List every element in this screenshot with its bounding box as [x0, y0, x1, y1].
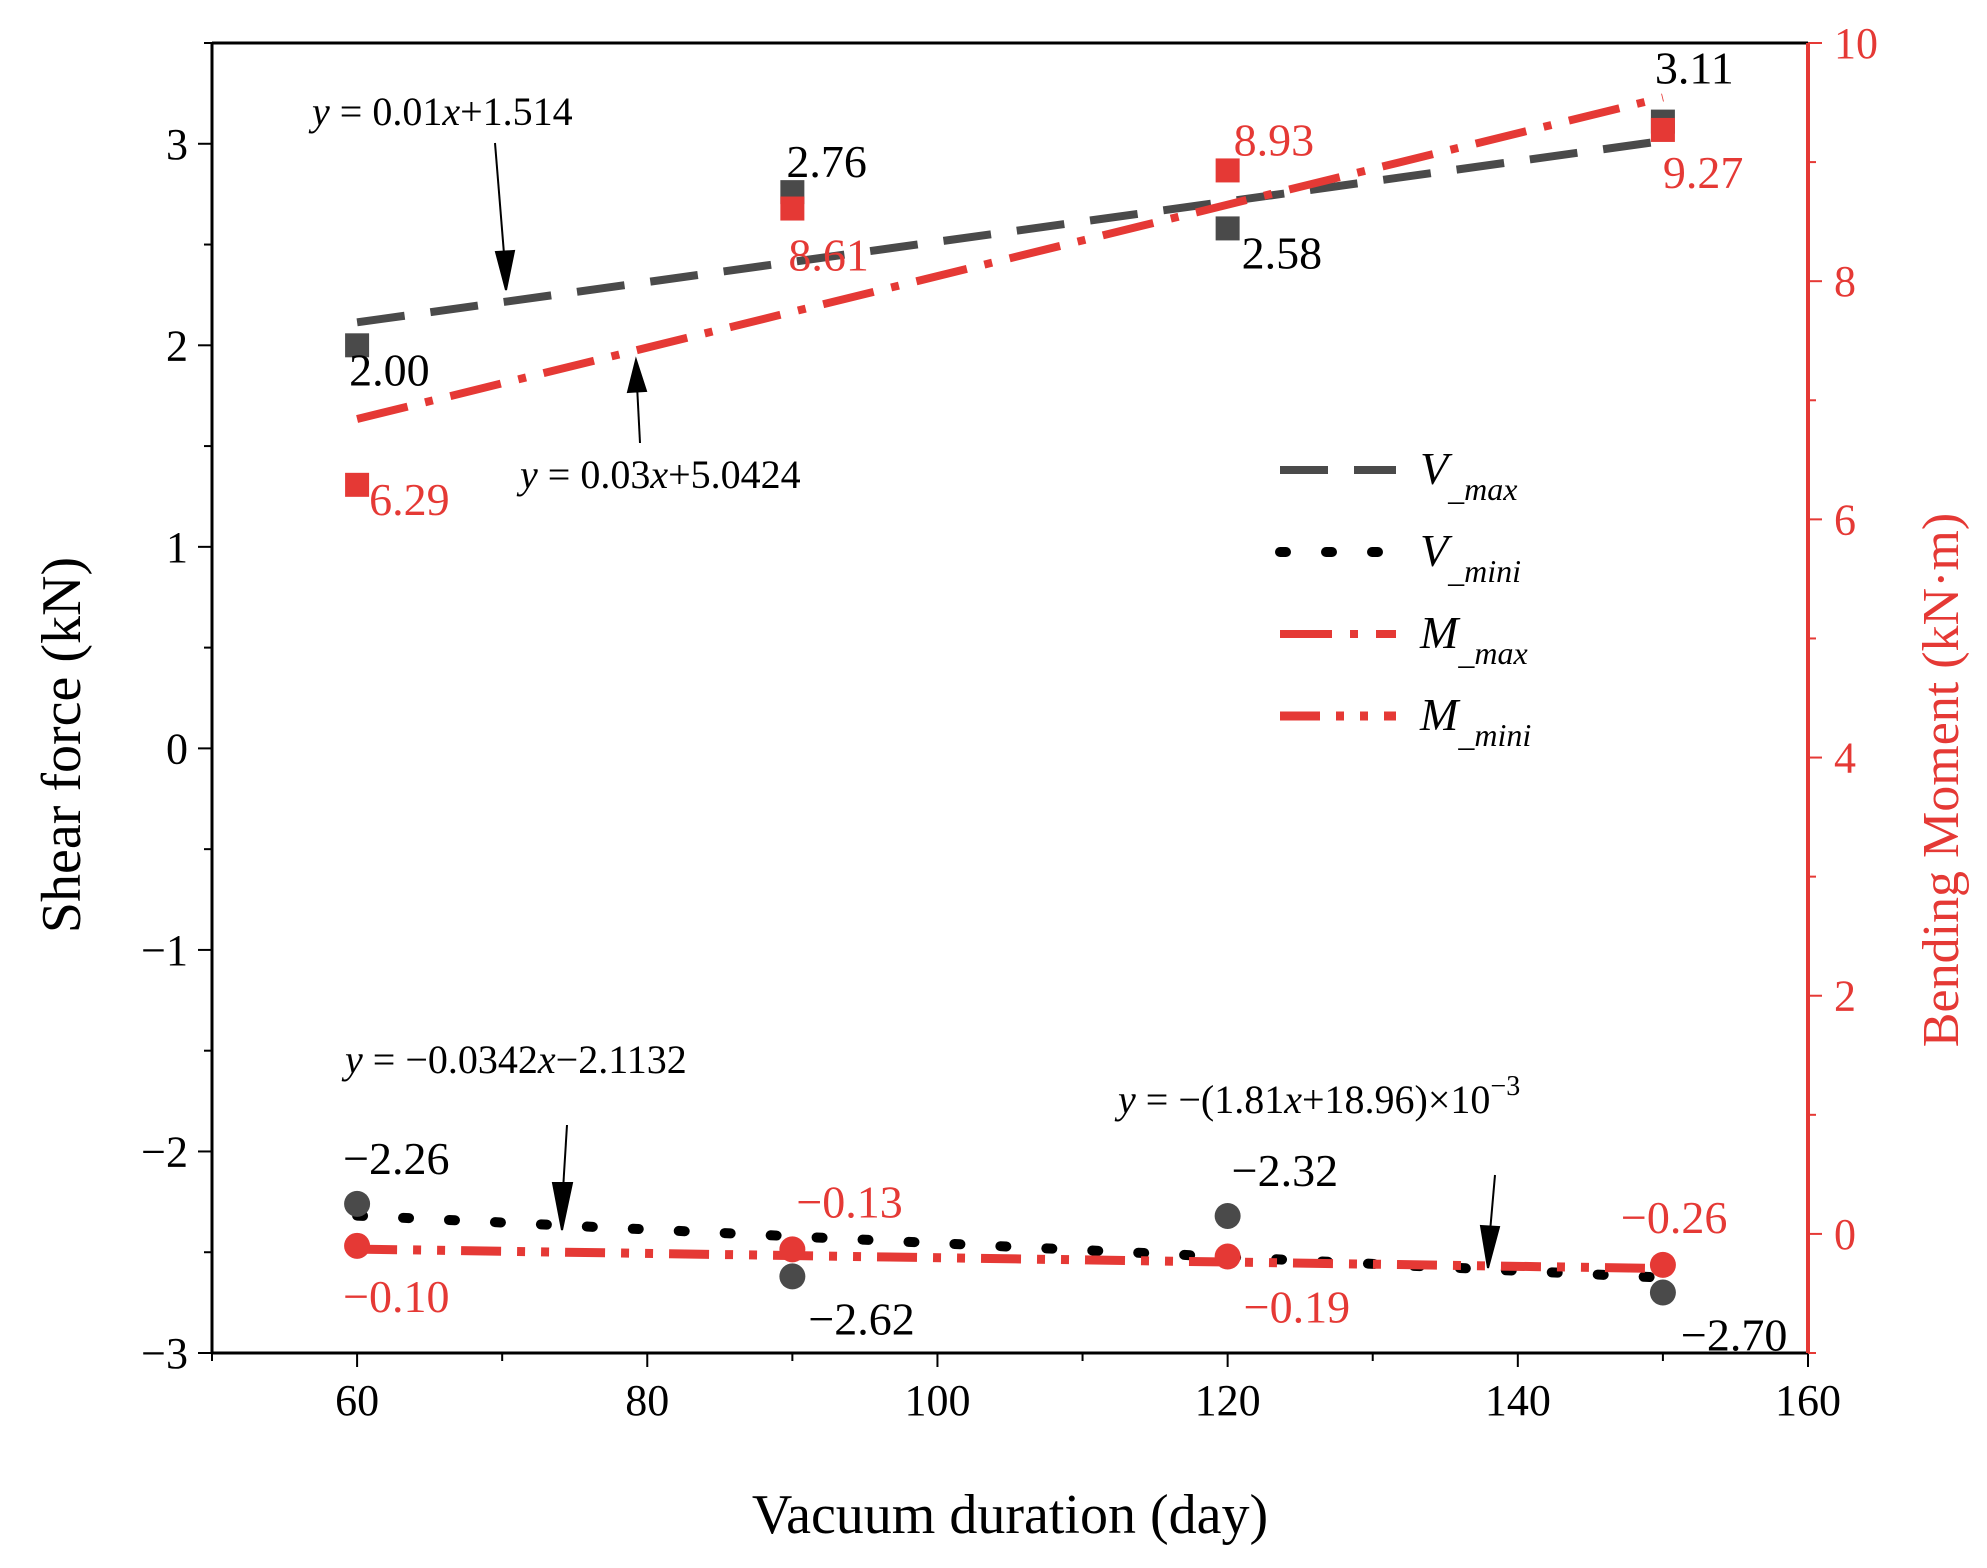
- data-point-v-mini: [1649, 1279, 1676, 1306]
- y-right-tick-label: 10: [1834, 19, 1878, 68]
- legend-subscript: _max: [1447, 471, 1517, 507]
- data-point-v-max: [1215, 216, 1240, 241]
- equation-vmin: y = −0.0342x−2.1132: [341, 1037, 687, 1082]
- legend-symbol: V: [1420, 525, 1453, 576]
- arrow-mmin-head: [1479, 1224, 1501, 1269]
- data-label-m-mini: −0.10: [343, 1271, 449, 1322]
- equation-vmax: y = 0.01x+1.514: [308, 89, 573, 134]
- data-point-m-mini: [1649, 1251, 1676, 1278]
- x-tick-label: 160: [1775, 1376, 1841, 1425]
- data-markers: [344, 109, 1676, 1306]
- legend-subscript: _mini: [1457, 717, 1531, 753]
- data-label-m-max: 6.29: [369, 474, 450, 525]
- data-label-m-mini: −0.26: [1621, 1192, 1727, 1243]
- y-left-tick-label: 3: [166, 120, 188, 169]
- fit-line-m-mini: [357, 1244, 1663, 1273]
- y-left-tick-label: −2: [141, 1127, 188, 1176]
- data-label-v-max: 2.58: [1242, 227, 1323, 278]
- legend-subscript: _mini: [1447, 553, 1521, 589]
- y-axis-right-title: Bending Moment (kN·m): [1913, 513, 1970, 1047]
- legend-label-v-max: V_max: [1420, 443, 1517, 507]
- axes-layer: 60 80 100 120 140 160 −3 −2 −1 0 1 2 3 0 2 4 6 8 10: [141, 19, 1878, 1425]
- data-label-m-max: 9.27: [1663, 147, 1744, 198]
- arrow-vmin: [562, 1124, 568, 1191]
- data-label-v-mini: −2.62: [808, 1293, 914, 1344]
- legend-label-m-mini: M_mini: [1419, 689, 1531, 753]
- data-point-m-max: [345, 472, 370, 497]
- y-axis-left-title: Shear force (kN): [31, 557, 93, 933]
- data-point-m-mini: [779, 1236, 806, 1263]
- fit-line-m-max: [356, 93, 1664, 423]
- x-tick-label: 60: [335, 1376, 379, 1425]
- fit-line-v-max: [356, 136, 1664, 327]
- data-point-v-mini: [1214, 1202, 1241, 1229]
- data-point-m-mini: [344, 1232, 371, 1259]
- data-point-m-max: [780, 196, 805, 221]
- data-point-m-mini: [1214, 1243, 1241, 1270]
- legend-label-v-mini: V_mini: [1420, 525, 1521, 589]
- data-label-v-max: 3.11: [1655, 43, 1734, 94]
- x-tick-label: 120: [1195, 1376, 1261, 1425]
- data-label-v-mini: −2.32: [1232, 1145, 1338, 1196]
- data-label-m-mini: −0.13: [796, 1176, 902, 1227]
- x-tick-label: 80: [625, 1376, 669, 1425]
- data-point-v-max: [345, 333, 370, 358]
- y-left-tick-label: 0: [166, 724, 188, 773]
- arrow-mmax: [636, 384, 641, 444]
- arrow-vmax-head: [494, 249, 516, 291]
- legend-symbol: M: [1419, 689, 1461, 740]
- y-right-tick-label: 4: [1834, 734, 1856, 783]
- y-left-tick-label: 2: [166, 321, 188, 370]
- arrow-mmax-head: [626, 356, 648, 394]
- arrow-mmin: [1489, 1174, 1496, 1233]
- legend-symbol: V: [1420, 443, 1453, 494]
- legend-label-m-max: M_max: [1419, 607, 1528, 671]
- data-label-m-max: 8.61: [788, 230, 869, 281]
- data-label-v-max: 2.00: [349, 344, 430, 395]
- y-right-tick-label: 0: [1834, 1210, 1856, 1259]
- data-point-v-mini: [344, 1190, 371, 1217]
- fit-line-v-mini: [352, 1210, 1668, 1283]
- data-point-m-max: [1215, 158, 1240, 183]
- y-right-tick-label: 8: [1834, 257, 1856, 306]
- arrow-vmax: [494, 142, 506, 267]
- x-tick-label: 140: [1485, 1376, 1551, 1425]
- y-right-tick-label: 6: [1834, 495, 1856, 544]
- data-label-m-max: 8.93: [1234, 114, 1315, 165]
- data-point-m-max: [1650, 117, 1675, 142]
- data-point-v-mini: [779, 1263, 806, 1290]
- y-right-tick-label: 2: [1834, 972, 1856, 1021]
- y-left-tick-label: 1: [166, 523, 188, 572]
- data-labels: 2.00 2.76 2.58 3.11 −2.26 −2.62 −2.32 −2.70 6.29…: [343, 43, 1787, 1361]
- fit-lines: [352, 93, 1668, 1283]
- annotation-arrows: [494, 142, 1501, 1269]
- legend-symbol: M: [1419, 607, 1461, 658]
- data-label-v-max: 2.76: [786, 136, 867, 187]
- data-label-v-mini: −2.70: [1681, 1310, 1787, 1361]
- data-label-m-mini: −0.19: [1244, 1282, 1350, 1333]
- legend-subscript: _max: [1457, 635, 1527, 671]
- x-axis-title: Vacuum duration (day): [752, 1484, 1268, 1546]
- equation-mmax: y = 0.03x+5.0424: [516, 452, 801, 497]
- arrow-vmin-head: [551, 1182, 574, 1231]
- x-tick-label: 100: [904, 1376, 970, 1425]
- equation-mmin: y = −(1.81x+18.96)×10−3: [1114, 1071, 1520, 1122]
- data-label-v-mini: −2.26: [343, 1133, 449, 1184]
- y-left-tick-label: −1: [141, 926, 188, 975]
- y-left-tick-label: −3: [141, 1329, 188, 1378]
